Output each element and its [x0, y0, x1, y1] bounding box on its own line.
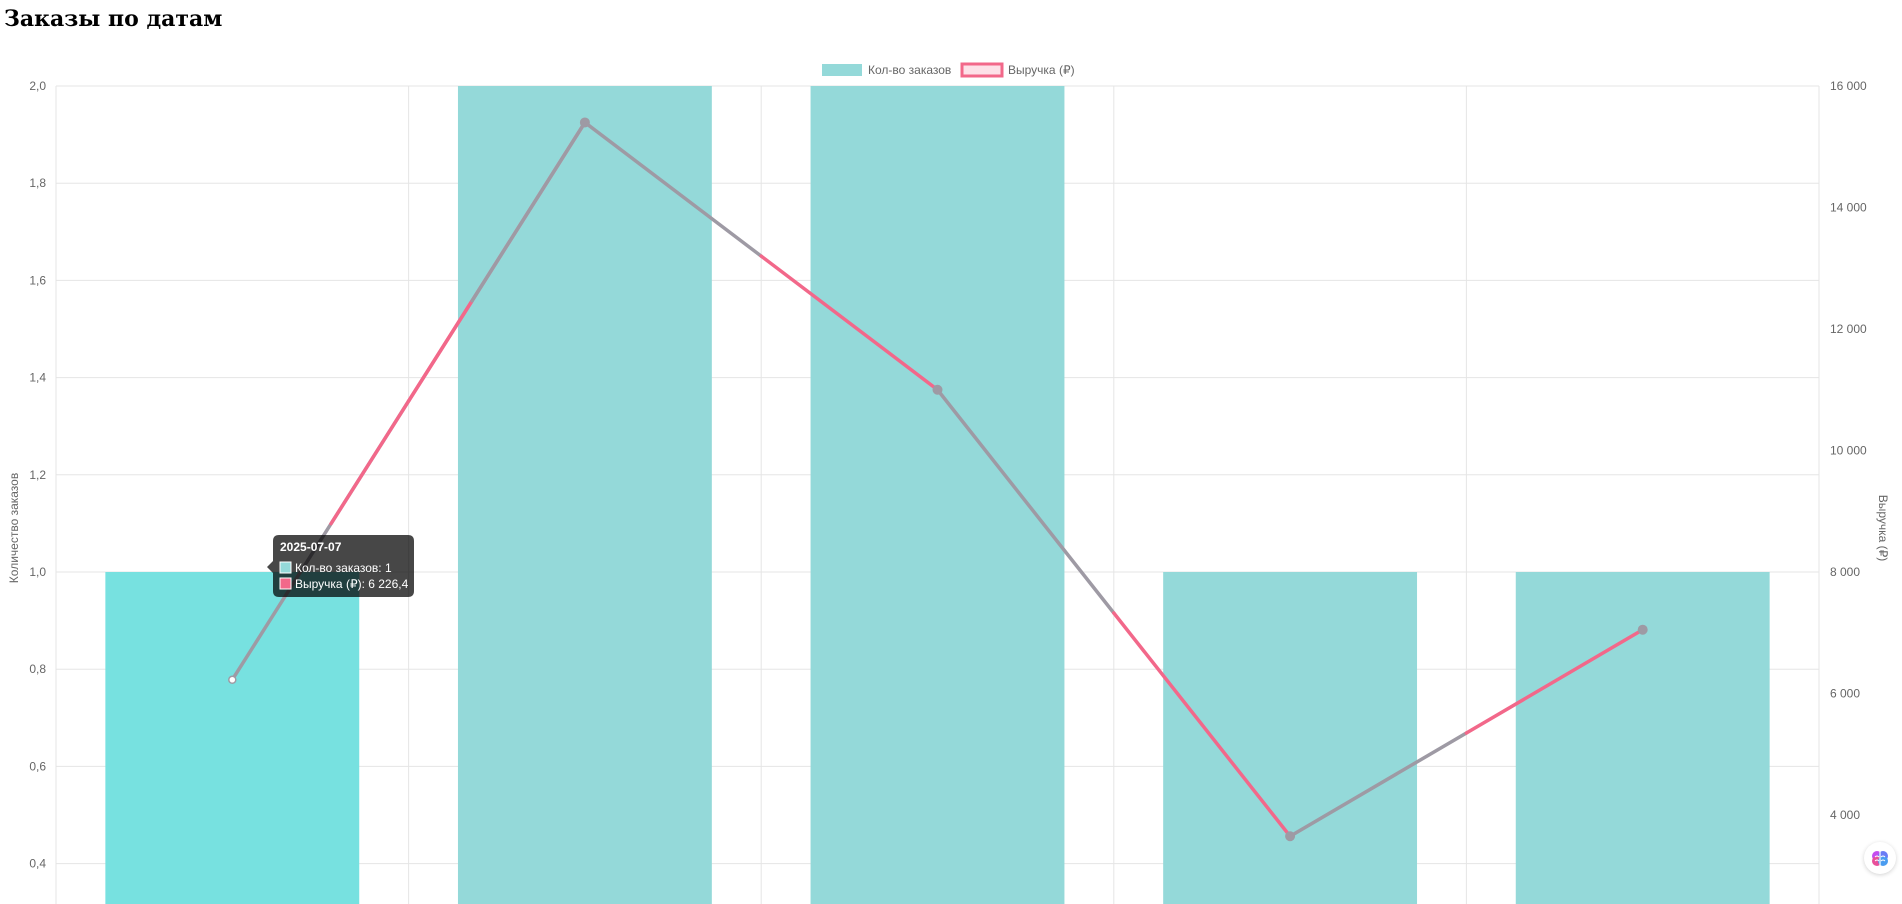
line-series-revenue — [230, 120, 1645, 839]
revenue-line-segment — [1288, 731, 1469, 839]
right-axis-tick-label: 16 000 — [1830, 79, 1867, 93]
revenue-line-segment — [583, 120, 763, 258]
revenue-point-4[interactable] — [1285, 831, 1296, 842]
revenue-points — [228, 117, 1648, 842]
revenue-point-3[interactable] — [932, 384, 943, 395]
legend-swatch-revenue — [960, 62, 1004, 78]
right-axis-tick-label: 4 000 — [1830, 808, 1860, 822]
revenue-line-segment — [935, 388, 1116, 615]
tooltip-line-orders: Кол-во заказов: 1 — [295, 561, 392, 575]
right-axis-tick-label: 8 000 — [1830, 565, 1860, 579]
assistant-button[interactable] — [1864, 842, 1896, 874]
revenue-line-segment — [1464, 627, 1645, 735]
right-axis-tick-label: 12 000 — [1830, 322, 1867, 336]
bar-series-orders — [105, 86, 1770, 904]
left-axis-title: Количество заказов — [7, 473, 21, 583]
tooltip-swatch-revenue — [279, 577, 292, 590]
legend-swatch-orders — [822, 64, 862, 76]
left-axis-tick-label: 1,2 — [29, 468, 46, 482]
legend-item-revenue[interactable]: Выручка (₽) — [960, 62, 1075, 78]
tooltip-title: 2025-07-07 — [280, 540, 342, 554]
right-axis-title: Выручка (₽) — [1876, 495, 1890, 562]
legend-item-orders[interactable]: Кол-во заказов — [822, 63, 951, 77]
right-axis-tick-label: 6 000 — [1830, 687, 1860, 701]
bar-orders-3[interactable] — [810, 86, 1065, 904]
bar-orders-2[interactable] — [457, 86, 712, 904]
revenue-line-segment — [406, 299, 474, 403]
legend-label-orders: Кол-во заказов — [868, 63, 951, 77]
revenue-point-2[interactable] — [579, 117, 590, 128]
right-y-axis: 4 000 6 000 8 000 10 000 12 000 14 000 16 000 — [1830, 79, 1867, 822]
revenue-point-5[interactable] — [1637, 624, 1648, 635]
chart-legend: Кол-во заказов Выручка (₽) — [822, 62, 1075, 78]
brain-icon — [1872, 851, 1888, 866]
page-title: Заказы по датам — [4, 6, 223, 32]
bar-orders-1[interactable] — [105, 572, 360, 904]
left-axis-tick-label: 0,8 — [29, 662, 46, 676]
left-y-axis: 0,20,40,60,81,01,21,41,61,82,0 — [29, 79, 46, 871]
revenue-line-segment — [329, 399, 411, 526]
revenue-line-segment — [759, 254, 940, 392]
tooltip-swatch-orders — [279, 561, 292, 574]
revenue-line-segment — [470, 120, 587, 303]
left-axis-tick-label: 0,4 — [29, 857, 46, 871]
bar-orders-4[interactable] — [1163, 572, 1418, 904]
right-axis-tick-label: 10 000 — [1830, 444, 1867, 458]
revenue-line-segment — [1112, 611, 1292, 839]
left-axis-tick-label: 2,0 — [29, 79, 46, 93]
chart-tooltip: 2025-07-07 Кол-во заказов: 1 Выручка (₽)… — [267, 535, 414, 597]
left-axis-tick-label: 1,4 — [29, 371, 46, 385]
legend-label-revenue: Выручка (₽) — [1008, 63, 1075, 77]
right-axis-tick-label: 14 000 — [1830, 201, 1867, 215]
left-axis-tick-label: 1,8 — [29, 176, 46, 190]
left-axis-tick-label: 1,0 — [29, 565, 46, 579]
left-axis-tick-label: 1,6 — [29, 273, 46, 287]
bar-orders-5[interactable] — [1515, 572, 1770, 904]
tooltip-box — [267, 535, 414, 597]
revenue-point-1[interactable] — [228, 675, 237, 684]
left-axis-tick-label: 0,6 — [29, 759, 46, 773]
tooltip-line-revenue: Выручка (₽): 6 226,4 — [295, 577, 409, 591]
